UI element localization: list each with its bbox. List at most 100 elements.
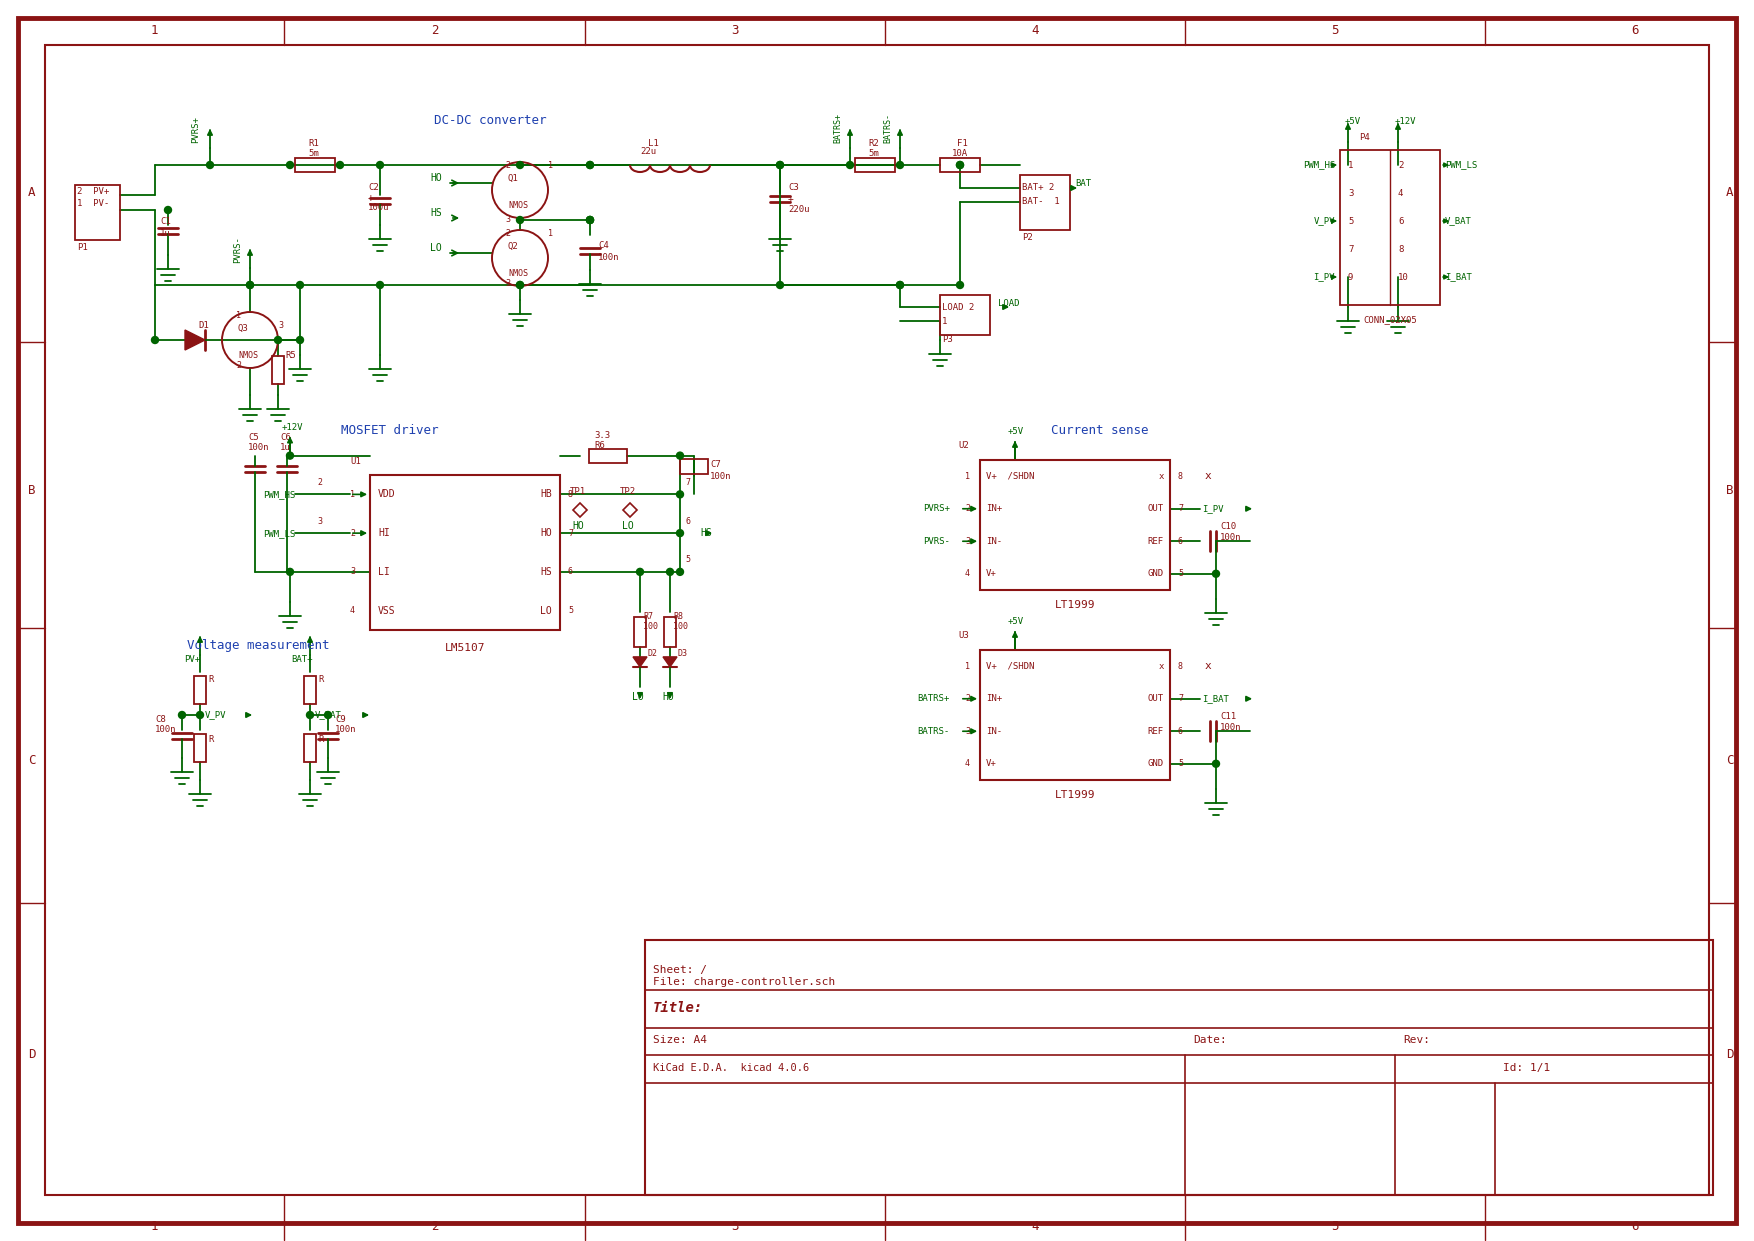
- Text: Size: A4: Size: A4: [652, 1035, 707, 1045]
- Text: 100n: 100n: [1221, 722, 1242, 732]
- Text: C5: C5: [247, 433, 260, 442]
- Text: PVRS-: PVRS-: [923, 537, 951, 546]
- Text: 3: 3: [965, 537, 970, 546]
- Text: HO: HO: [661, 692, 674, 702]
- Text: D1: D1: [198, 320, 209, 330]
- Circle shape: [586, 216, 593, 223]
- Text: I_PV: I_PV: [1314, 273, 1335, 282]
- Text: 4: 4: [965, 759, 970, 768]
- Polygon shape: [663, 656, 677, 666]
- Text: D2: D2: [647, 649, 658, 659]
- Text: V+: V+: [986, 570, 996, 578]
- Text: DC-DC converter: DC-DC converter: [433, 113, 545, 127]
- Text: x: x: [1205, 661, 1212, 671]
- Text: 5: 5: [1349, 216, 1354, 226]
- Bar: [645, 939, 1714, 1195]
- Circle shape: [151, 336, 158, 344]
- Circle shape: [516, 216, 523, 223]
- Circle shape: [1212, 761, 1219, 767]
- Bar: [980, 460, 1170, 589]
- Bar: [75, 185, 119, 240]
- Text: 2: 2: [965, 504, 970, 514]
- Circle shape: [377, 161, 384, 169]
- Bar: [272, 356, 284, 383]
- Text: NMOS: NMOS: [509, 269, 528, 278]
- Circle shape: [247, 282, 254, 288]
- Text: VDD: VDD: [379, 489, 396, 499]
- Text: +12V: +12V: [282, 423, 303, 432]
- Text: 5: 5: [1179, 570, 1182, 578]
- Text: 2: 2: [965, 694, 970, 704]
- Text: 2: 2: [431, 1220, 438, 1232]
- Text: Id: 1/1: Id: 1/1: [1503, 1064, 1551, 1073]
- Text: Voltage measurement: Voltage measurement: [186, 639, 330, 652]
- Text: TP2: TP2: [619, 488, 637, 496]
- Circle shape: [179, 711, 186, 719]
- Bar: [303, 676, 316, 704]
- Text: 6: 6: [1631, 1220, 1638, 1232]
- Polygon shape: [633, 656, 647, 666]
- Text: 2: 2: [237, 360, 240, 370]
- Text: LOAD 2: LOAD 2: [942, 303, 973, 311]
- Bar: [1021, 175, 1070, 230]
- Text: P2: P2: [1023, 233, 1033, 242]
- Text: 1  PV-: 1 PV-: [77, 200, 109, 208]
- Text: MOSFET driver: MOSFET driver: [342, 423, 438, 437]
- Text: LT1999: LT1999: [1054, 599, 1094, 611]
- Text: GND: GND: [1147, 570, 1165, 578]
- Circle shape: [307, 711, 314, 719]
- Circle shape: [247, 282, 254, 288]
- Text: B: B: [28, 484, 35, 496]
- Bar: [940, 158, 980, 172]
- Text: HO: HO: [430, 172, 442, 182]
- Circle shape: [847, 161, 854, 169]
- Circle shape: [777, 282, 784, 288]
- Text: +: +: [368, 194, 374, 204]
- Text: D3: D3: [679, 649, 688, 659]
- Text: 1u: 1u: [281, 443, 291, 452]
- Text: LI: LI: [379, 567, 389, 577]
- Text: 2: 2: [505, 160, 510, 170]
- Circle shape: [586, 216, 593, 223]
- Text: 5: 5: [1179, 759, 1182, 768]
- Text: 10A: 10A: [952, 149, 968, 158]
- Text: 3: 3: [351, 567, 354, 576]
- Text: R2: R2: [868, 139, 879, 149]
- Text: U1: U1: [351, 457, 361, 465]
- Text: TP1: TP1: [570, 488, 586, 496]
- Circle shape: [165, 206, 172, 213]
- Text: 3: 3: [505, 278, 510, 288]
- Text: C1: C1: [160, 217, 170, 227]
- Circle shape: [516, 161, 523, 169]
- Text: I_BAT: I_BAT: [1445, 273, 1472, 282]
- Text: F1: F1: [958, 139, 968, 149]
- Text: C3: C3: [788, 184, 798, 192]
- Polygon shape: [184, 330, 205, 350]
- Text: 9: 9: [1349, 273, 1354, 282]
- Text: HO: HO: [540, 529, 553, 539]
- Bar: [854, 158, 895, 172]
- Circle shape: [324, 711, 332, 719]
- Text: 100: 100: [674, 623, 688, 632]
- Bar: [980, 650, 1170, 781]
- Circle shape: [677, 491, 684, 498]
- Text: 1: 1: [151, 25, 158, 37]
- Text: 5: 5: [568, 606, 574, 616]
- Circle shape: [296, 282, 303, 288]
- Text: BAT+ 2: BAT+ 2: [1023, 184, 1054, 192]
- Circle shape: [667, 568, 674, 576]
- Circle shape: [286, 161, 293, 169]
- Text: LM5107: LM5107: [446, 643, 486, 653]
- Text: HO: HO: [572, 521, 584, 531]
- Text: D: D: [28, 1049, 35, 1061]
- Text: 1: 1: [965, 472, 970, 480]
- Text: File: charge-controller.sch: File: charge-controller.sch: [652, 977, 835, 987]
- Text: C11: C11: [1221, 712, 1237, 721]
- Circle shape: [896, 282, 903, 288]
- Text: PVRS-: PVRS-: [233, 236, 242, 263]
- Text: PWM_LS: PWM_LS: [1445, 160, 1477, 170]
- Text: PV+: PV+: [184, 655, 200, 664]
- Text: B: B: [1726, 484, 1733, 496]
- Text: HS: HS: [700, 529, 712, 539]
- Text: C: C: [28, 753, 35, 767]
